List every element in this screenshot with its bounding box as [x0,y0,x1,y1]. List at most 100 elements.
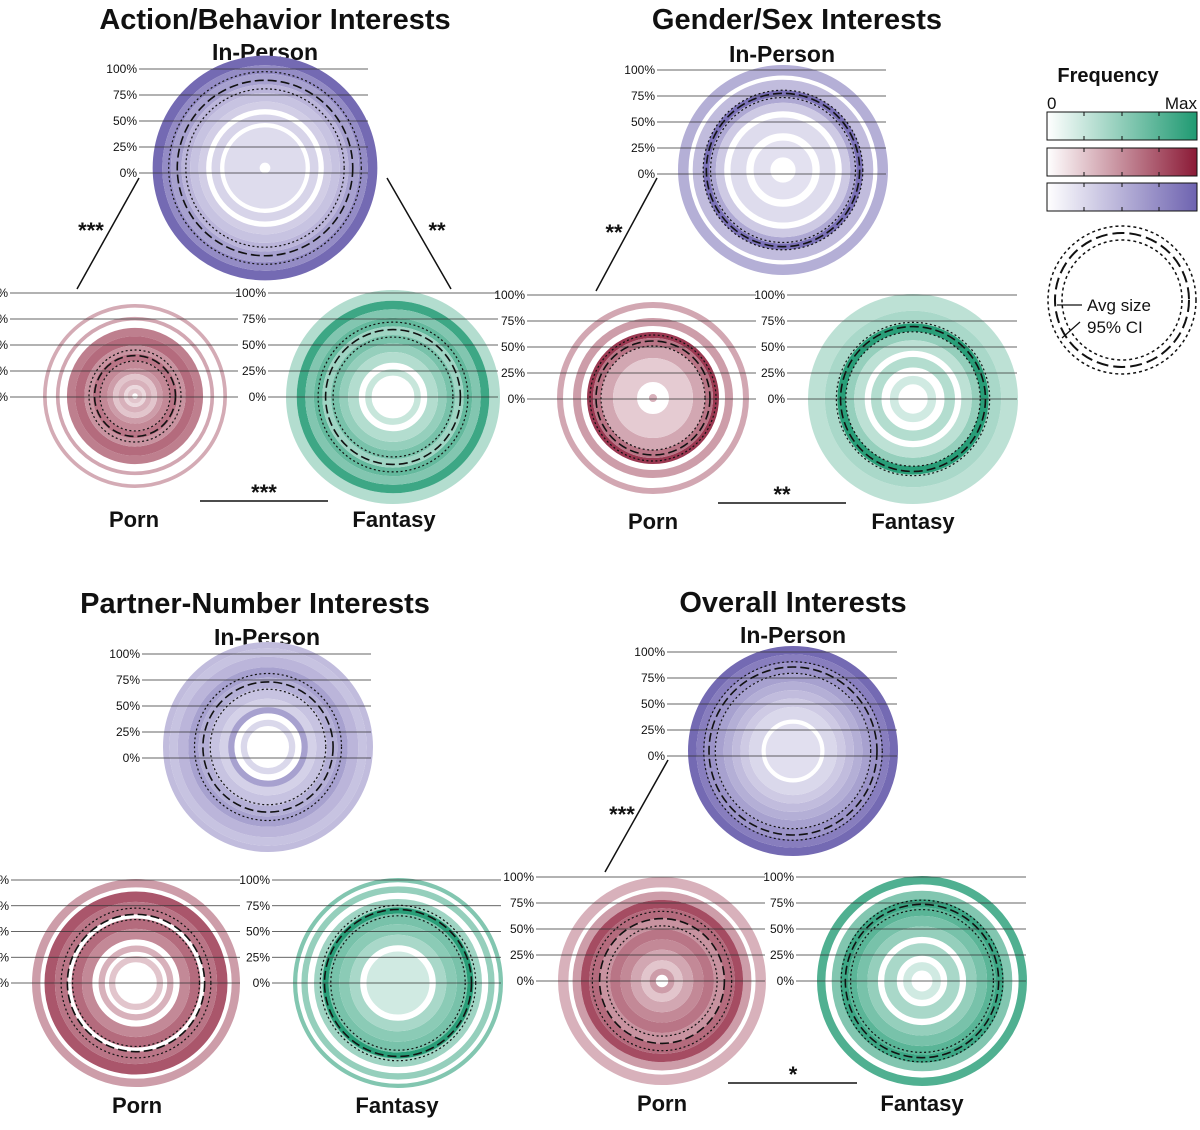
ci-upper-circle [193,672,343,822]
ci-upper-circle [317,321,469,473]
legend-title: Frequency [1057,65,1159,87]
tick-label: 50% [246,925,270,939]
average-circle [93,354,177,438]
ci-upper-circle [835,321,991,477]
tick-label: 25% [631,141,655,155]
panel-title: Overall Interests [679,587,906,619]
ci-upper-circle [703,661,883,841]
frequency-ring [573,318,733,478]
context-caption-fantasy: Fantasy [871,509,955,534]
ci-lower-circle [845,331,981,467]
frequency-ring [170,73,360,263]
tick-label: 0% [638,167,656,181]
tick-label: 0% [253,976,271,990]
tick-label: 50% [510,922,534,936]
ring-chart-porn: 100% 75% 50% 25% 0% [0,873,240,1088]
average-circle [323,908,473,1058]
ci-lower-circle [332,336,454,458]
tick-label: 75% [501,314,525,328]
comparison-line [386,177,452,290]
frequency-ring [162,65,368,271]
frequency-ring [601,346,705,450]
ci-lower-circle [849,908,994,1053]
tick-label: 25% [0,364,8,378]
average-circle [844,903,1000,1059]
frequency-ring [42,303,228,489]
context-caption-porn: Porn [637,1091,687,1116]
frequency-ring [593,338,713,458]
legend-ring-key: Avg size 95% CI [1047,225,1197,375]
frequency-ring [188,667,348,827]
tick-label: 0% [0,976,9,990]
legend-ci-inner-circle [1061,239,1183,361]
ring-chart-porn: 100% 75% 50% 25% 0% [494,288,756,498]
significance-label: *** [251,480,277,505]
frequency-ring [169,648,367,846]
context-caption-porn: Porn [109,507,159,532]
panel-title: Gender/Sex Interests [652,4,942,36]
tick-label: 0% [508,392,526,406]
frequency-ring [730,117,836,223]
tick-label: 100% [634,645,665,659]
frequency-ring [209,688,327,806]
average-circle [595,340,711,456]
ring-chart-fantasy: 100% 75% 50% 25% 0% [754,288,1019,504]
ci-upper-circle [319,904,477,1062]
frequency-ring [709,96,857,244]
significance-label: ** [428,218,446,243]
ci-lower-circle [99,360,171,432]
tick-label: 50% [761,340,785,354]
tick-label: 25% [246,950,270,964]
tick-label: 100% [235,286,266,300]
frequency-ring [613,358,693,438]
legend-avg-circle [1054,232,1190,368]
tick-label: 0% [0,390,8,404]
tick-label: 100% [239,873,270,887]
legend-ci-outer-circle [1047,225,1197,375]
panel-title: Action/Behavior Interests [99,4,450,36]
tick-label: 100% [0,873,9,887]
ci-upper-circle [88,349,182,443]
tick-label: 100% [0,286,8,300]
frequency-ring [219,698,317,796]
frequency-ring [92,353,178,439]
ring-chart-porn: 100% 75% 50% 25% 0% [0,286,238,489]
tick-label: 75% [116,673,140,687]
legend-colorbar-fantasy [1046,111,1198,141]
tick-label: 25% [510,948,534,962]
tick-label: 0% [777,974,795,988]
frequency-ring [224,127,306,209]
legend-avg-label: Avg size [1087,296,1151,315]
frequency-ring [765,723,821,779]
tick-label: 25% [641,723,665,737]
ci-lower-circle [606,925,718,1037]
tick-label: 100% [624,63,655,77]
frequency-ring [152,55,378,281]
comparison-line [76,177,140,290]
significance-label: *** [609,802,635,827]
tick-label: 50% [631,115,655,129]
frequency-ring [198,101,332,235]
tick-label: 50% [0,338,8,352]
frequency-ring [228,707,308,787]
frequency-ring [753,140,813,200]
frequency-ring [198,677,338,817]
frequency-ring [649,394,657,402]
comparison-line [595,177,658,292]
legend-ci-label: 95% CI [1087,318,1143,337]
legend-colorbar-porn [1046,147,1198,177]
ci-upper-circle [60,907,212,1059]
tick-label: 25% [501,366,525,380]
frequency-ring [748,706,838,796]
frequency-ring [118,379,152,413]
rings-layer: 100% 75% 50% 25% 0% 100% 75% 50% 25% 0% 100% 75% 50%… [0,55,1028,1088]
significance-label: * [789,1062,798,1087]
ring-chart-fantasy: 100% 75% 50% 25% 0% [239,873,504,1088]
tick-label: 100% [754,288,785,302]
context-caption-porn: Porn [628,509,678,534]
tick-label: 75% [510,896,534,910]
ci-lower-circle [709,96,857,244]
ring-chart-in-person: 100% 75% 50% 25% 0% [106,55,378,281]
tick-label: 50% [113,114,137,128]
tick-label: 100% [494,288,525,302]
